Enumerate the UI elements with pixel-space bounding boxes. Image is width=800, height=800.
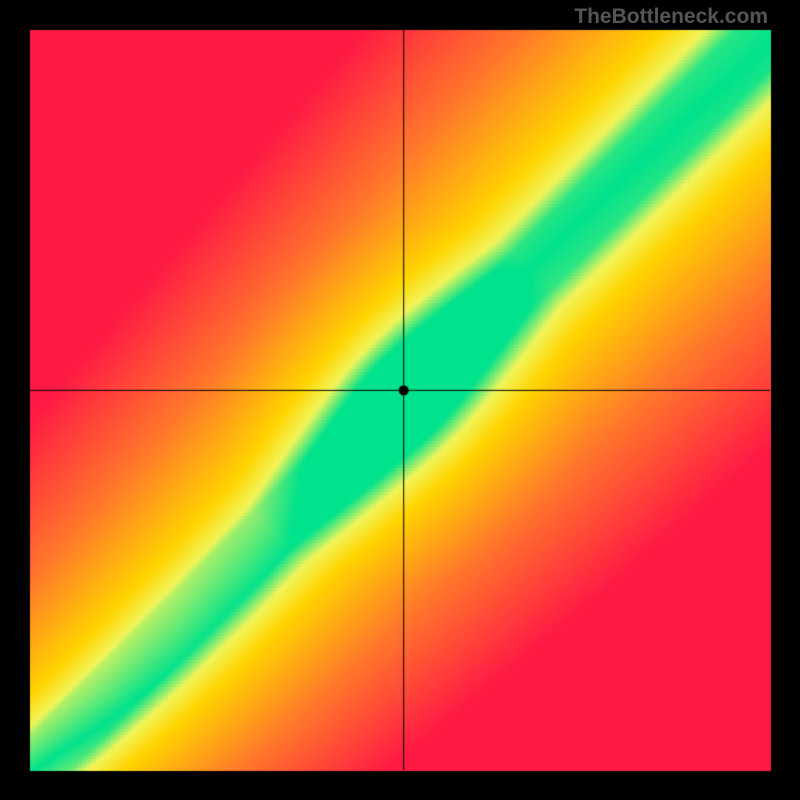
chart-container: TheBottleneck.com — [0, 0, 800, 800]
bottleneck-heatmap — [0, 0, 800, 800]
watermark-text: TheBottleneck.com — [574, 5, 768, 29]
